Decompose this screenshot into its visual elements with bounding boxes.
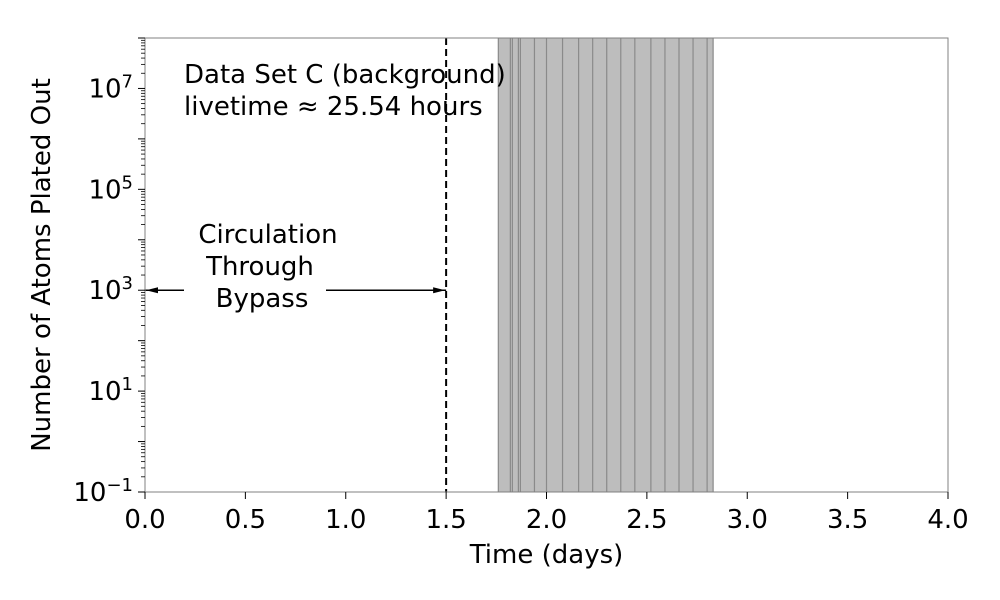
x-tick-label: 0.0 — [124, 505, 165, 535]
x-tick-label: 3.0 — [727, 505, 768, 535]
dataset-title: Data Set C (background) — [184, 60, 506, 90]
circulation-label-line3: Bypass — [216, 284, 309, 314]
livetime-label: livetime ≈ 25.54 hours — [184, 92, 483, 122]
x-tick-label: 2.0 — [526, 505, 567, 535]
x-tick-label: 2.5 — [626, 505, 667, 535]
y-tick-label: 107 — [88, 71, 133, 104]
y-tick-label: 101 — [88, 374, 133, 407]
x-tick-label: 4.0 — [927, 505, 968, 535]
annotation-group — [145, 38, 448, 492]
x-tick-label: 1.0 — [325, 505, 366, 535]
y-tick-label: 10−1 — [73, 475, 133, 508]
y-tick-label: 105 — [88, 172, 133, 205]
x-axis: 0.0 0.5 1.0 1.5 2.0 2.5 3.0 3.5 4.0 — [124, 492, 969, 535]
circulation-label-line2: Through — [205, 252, 314, 282]
y-tick-label: 103 — [88, 273, 133, 306]
y-axis-label: Number of Atoms Plated Out — [27, 78, 57, 452]
y-axis: 10−1 101 103 105 107 — [73, 37, 145, 508]
x-tick-label: 0.5 — [225, 505, 266, 535]
x-tick-label: 1.5 — [425, 505, 466, 535]
shaded-band — [498, 38, 714, 492]
shaded-band-group — [497, 38, 714, 492]
x-tick-label: 3.5 — [827, 505, 868, 535]
arrow-right-head — [433, 287, 446, 294]
x-axis-label: Time (days) — [469, 540, 624, 570]
circulation-label-line1: Circulation — [198, 220, 337, 250]
arrow-left-head — [146, 287, 158, 294]
